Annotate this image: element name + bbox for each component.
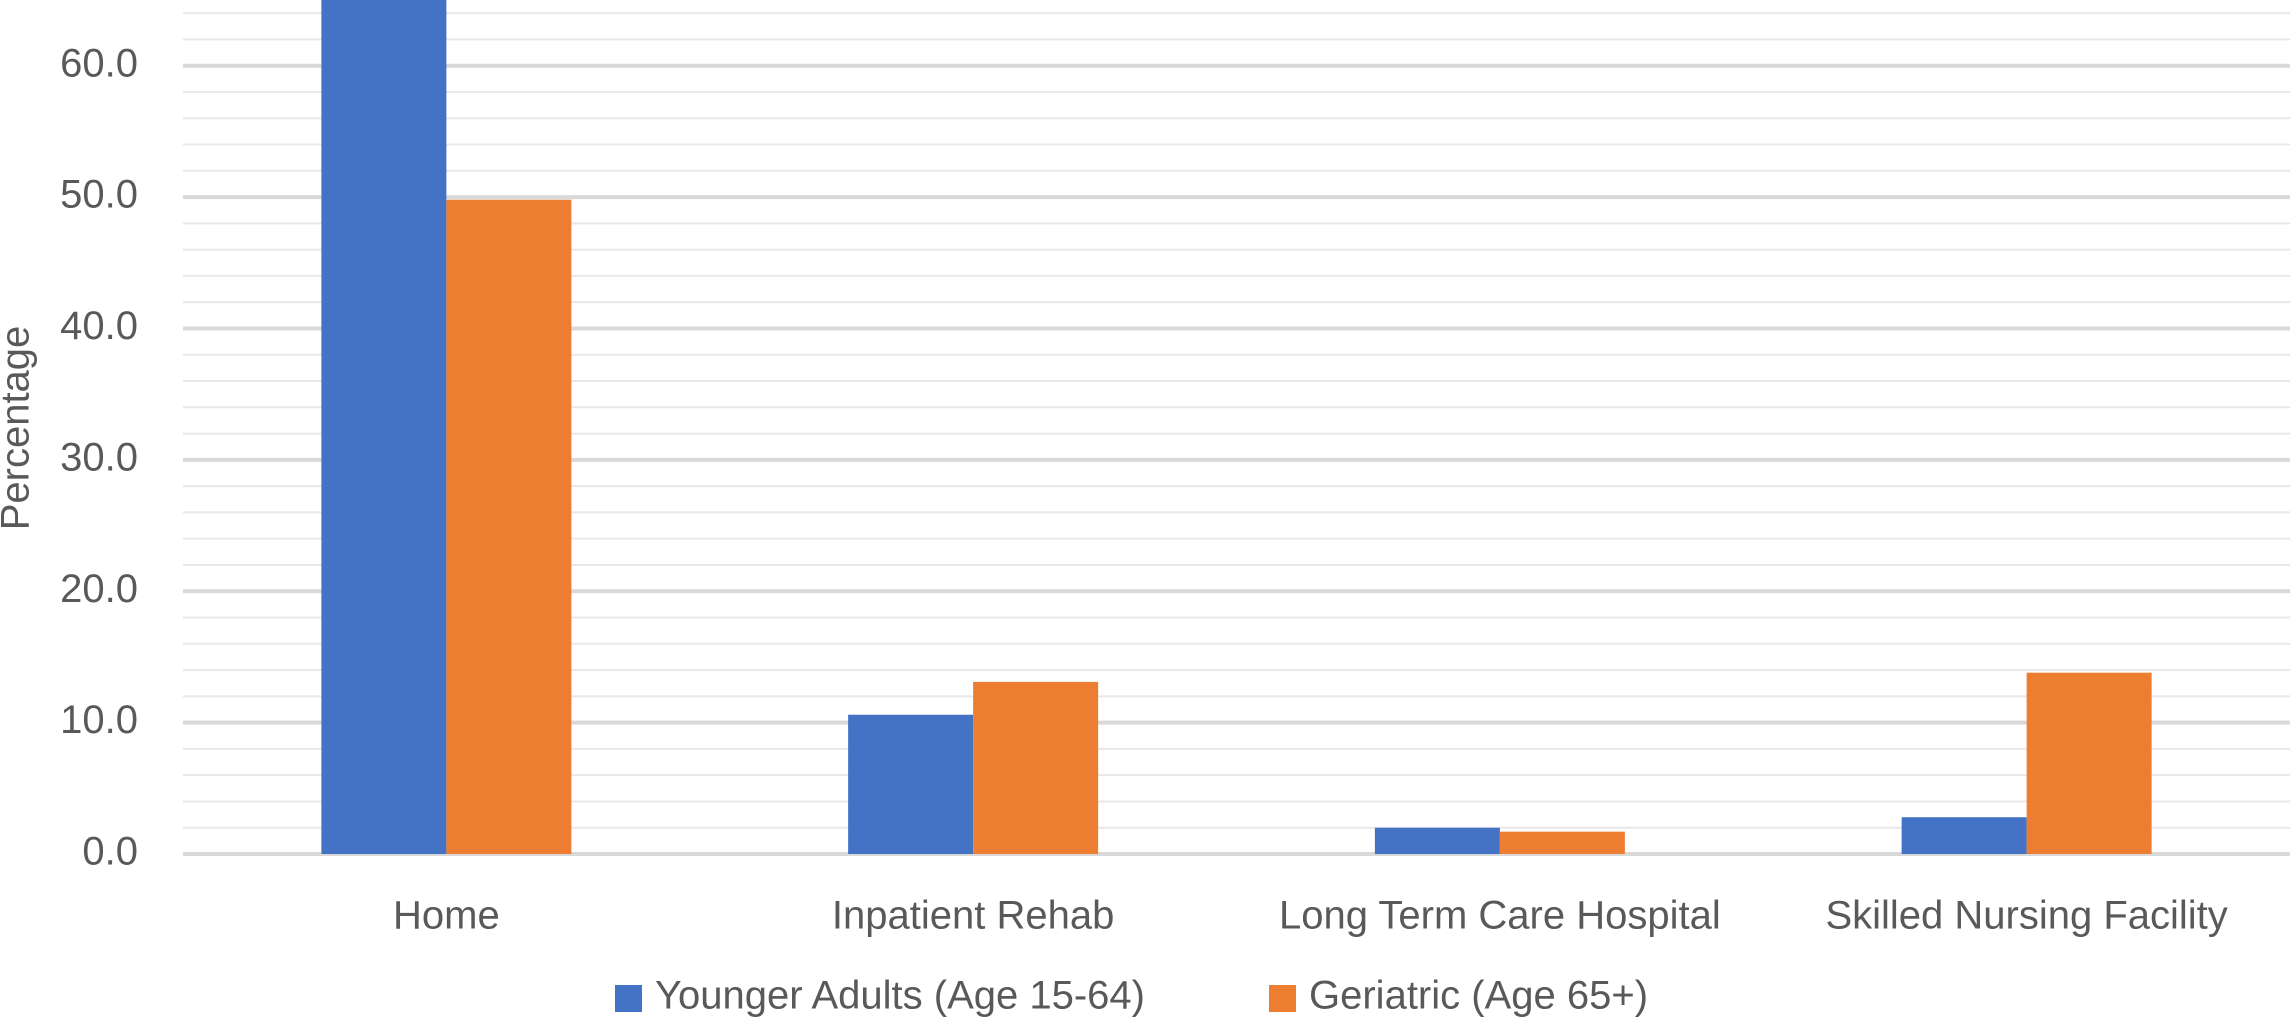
y-tick-label: 30.0 xyxy=(60,435,138,479)
legend-label: Younger Adults (Age 15-64) xyxy=(655,974,1145,1018)
legend-label: Geriatric (Age 65+) xyxy=(1309,974,1648,1018)
bars xyxy=(321,0,2152,855)
bar xyxy=(1901,817,2027,854)
x-tick-label: Home xyxy=(393,894,500,938)
bar xyxy=(321,0,447,854)
bar xyxy=(1374,827,1500,854)
legend-swatch xyxy=(1269,985,1296,1012)
bar xyxy=(2026,672,2152,854)
x-tick-label: Inpatient Rehab xyxy=(832,894,1114,938)
y-tick-label: 40.0 xyxy=(60,304,138,348)
y-tick-label: 10.0 xyxy=(60,698,138,742)
y-tick-label: 50.0 xyxy=(60,173,138,217)
bar xyxy=(973,681,1099,854)
y-axis-label: Percentage xyxy=(0,326,38,531)
y-tick-label: 0.0 xyxy=(82,830,138,874)
x-tick-label: Skilled Nursing Facility xyxy=(1825,894,2227,938)
legend-swatch xyxy=(615,985,642,1012)
bar xyxy=(446,199,572,855)
y-tick-label: 20.0 xyxy=(60,567,138,611)
y-tick-label: 60.0 xyxy=(60,41,138,85)
bar xyxy=(848,714,974,854)
x-tick-label: Long Term Care Hospital xyxy=(1279,894,1721,938)
bar xyxy=(1499,831,1625,854)
